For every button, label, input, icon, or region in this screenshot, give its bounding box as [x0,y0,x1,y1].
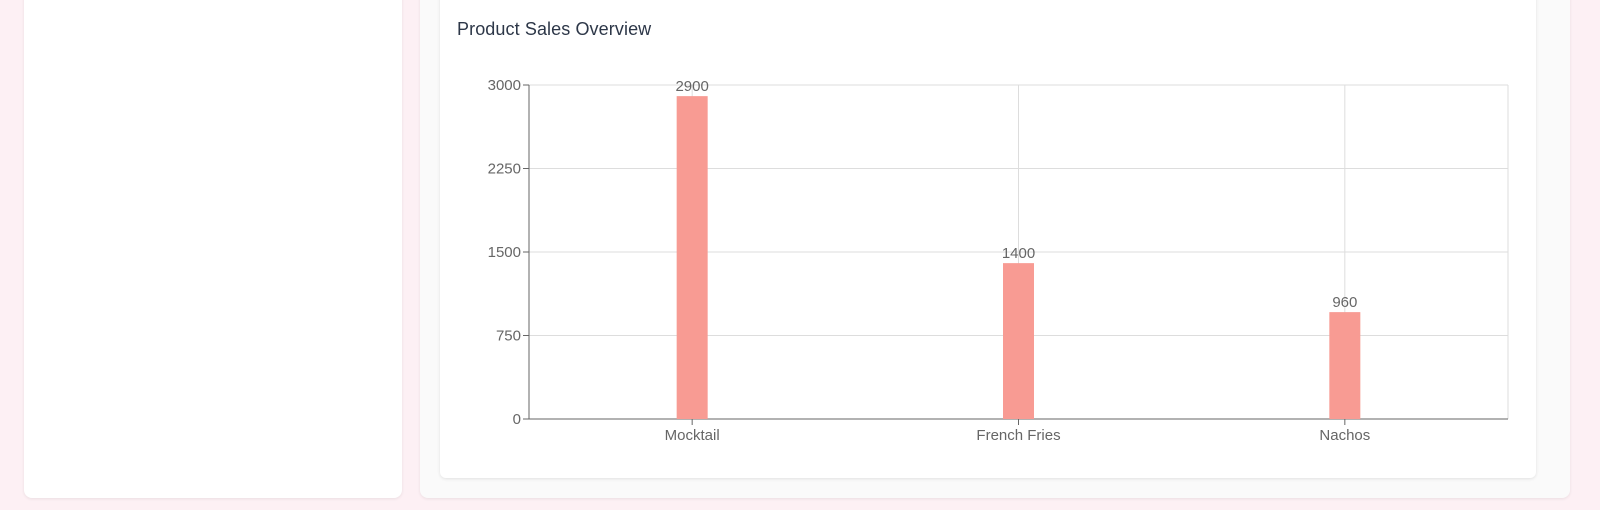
y-tick-label: 1500 [488,244,521,261]
chart-title: Product Sales Overview [457,19,652,39]
bar-value-label: 960 [1332,294,1357,311]
bar [1329,312,1361,419]
y-tick-label: 750 [496,328,521,345]
bar [1003,263,1034,419]
left-panel [24,0,402,498]
y-tick-label: 3000 [488,77,521,94]
x-tick-label: Nachos [1319,427,1370,444]
bar-value-label: 1400 [1002,245,1035,262]
y-tick-label: 0 [513,411,521,428]
x-tick-label: Mocktail [665,427,720,444]
bars [676,96,1361,419]
labels: 0 750 1500 2250 3000 Mocktail 2900 French Fries… [488,77,1371,444]
bar [676,96,708,419]
y-tick-label: 2250 [488,161,521,178]
x-tick-label: French Fries [976,427,1060,444]
bar-value-label: 2900 [675,78,708,95]
